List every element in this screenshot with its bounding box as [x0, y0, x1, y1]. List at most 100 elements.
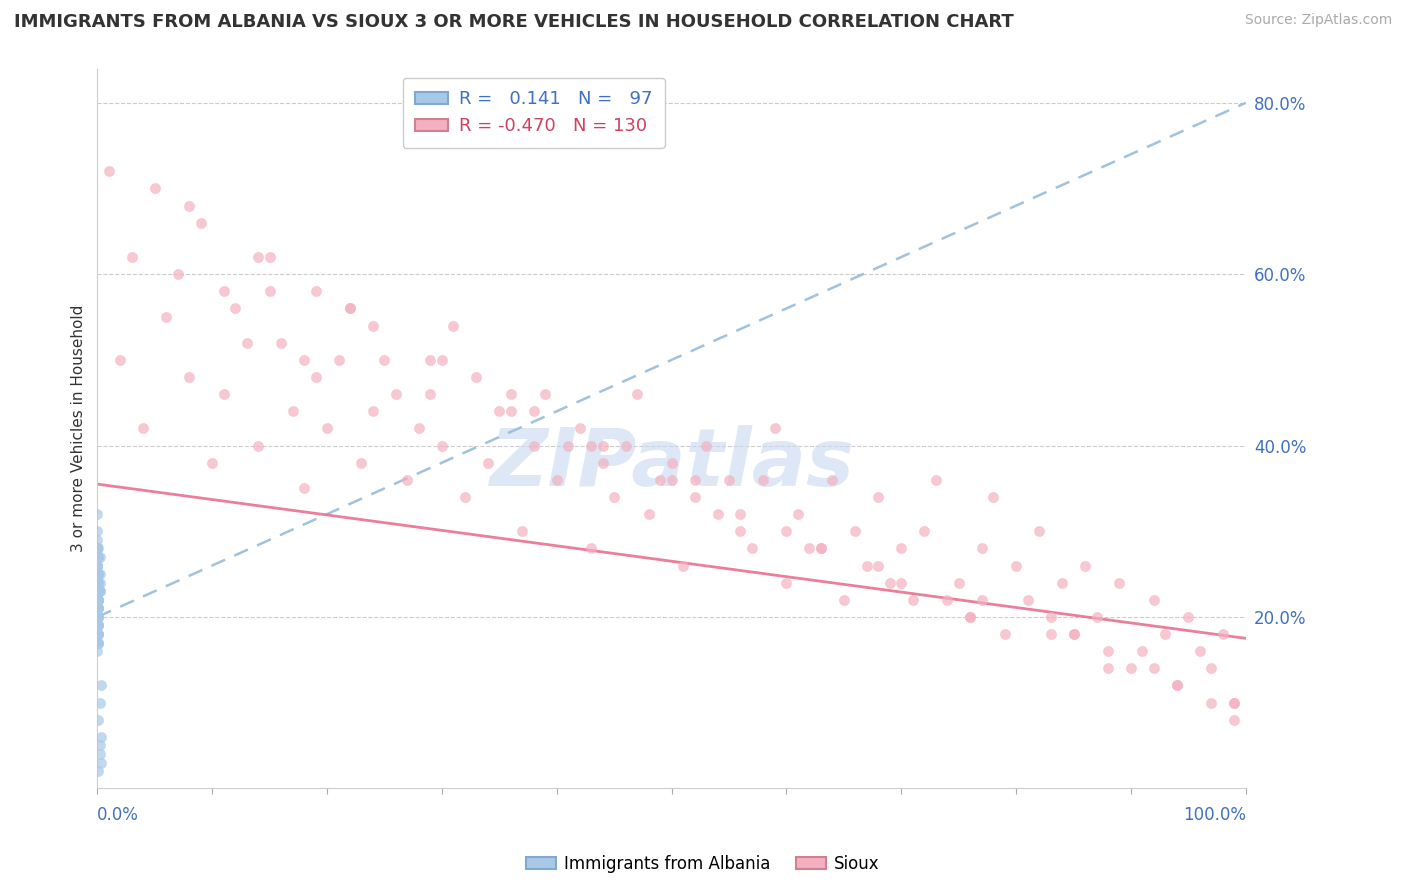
Point: [868, 558, 890, 573]
Point: [339, 301, 361, 316]
Point: [86, 541, 108, 556]
Point: [408, 421, 430, 435]
Point: [1166, 678, 1188, 692]
Point: [87, 584, 110, 599]
Point: [304, 285, 326, 299]
Point: [179, 199, 201, 213]
Point: [179, 370, 201, 384]
Point: [1097, 661, 1119, 675]
Point: [430, 352, 453, 367]
Point: [87, 618, 110, 632]
Point: [328, 352, 350, 367]
Point: [87, 635, 110, 649]
Point: [316, 421, 339, 435]
Point: [523, 404, 546, 418]
Point: [741, 541, 763, 556]
Point: [1039, 627, 1062, 641]
Point: [730, 524, 752, 539]
Point: [89, 567, 111, 582]
Point: [190, 216, 212, 230]
Text: ZIPatlas: ZIPatlas: [489, 425, 853, 503]
Point: [763, 421, 786, 435]
Point: [832, 592, 855, 607]
Point: [86, 592, 108, 607]
Point: [87, 713, 110, 727]
Point: [385, 387, 408, 401]
Point: [87, 549, 110, 564]
Point: [166, 267, 188, 281]
Point: [86, 524, 108, 539]
Point: [1017, 592, 1039, 607]
Point: [86, 601, 108, 615]
Point: [86, 584, 108, 599]
Point: [87, 584, 110, 599]
Point: [87, 610, 110, 624]
Legend: Immigrants from Albania, Sioux: Immigrants from Albania, Sioux: [519, 848, 887, 880]
Point: [212, 285, 235, 299]
Point: [1119, 661, 1142, 675]
Point: [87, 584, 110, 599]
Point: [87, 541, 110, 556]
Point: [87, 567, 110, 582]
Point: [534, 387, 557, 401]
Point: [890, 575, 912, 590]
Point: [1154, 627, 1177, 641]
Point: [86, 567, 108, 582]
Point: [419, 387, 441, 401]
Point: [247, 250, 270, 264]
Point: [87, 635, 110, 649]
Point: [775, 524, 797, 539]
Point: [292, 482, 315, 496]
Point: [799, 541, 821, 556]
Point: [912, 524, 935, 539]
Point: [87, 592, 110, 607]
Point: [579, 438, 602, 452]
Point: [87, 635, 110, 649]
Point: [87, 575, 110, 590]
Point: [1223, 713, 1246, 727]
Text: 0.0%: 0.0%: [97, 806, 139, 824]
Point: [1223, 696, 1246, 710]
Point: [936, 592, 959, 607]
Point: [86, 618, 108, 632]
Point: [592, 438, 614, 452]
Point: [86, 635, 108, 649]
Point: [132, 421, 155, 435]
Point: [86, 549, 108, 564]
Point: [87, 618, 110, 632]
Point: [1039, 610, 1062, 624]
Point: [86, 541, 108, 556]
Point: [87, 575, 110, 590]
Point: [683, 490, 706, 504]
Point: [87, 584, 110, 599]
Point: [87, 592, 110, 607]
Point: [568, 421, 591, 435]
Point: [86, 549, 108, 564]
Point: [350, 456, 373, 470]
Point: [557, 438, 579, 452]
Point: [89, 575, 111, 590]
Point: [110, 352, 132, 367]
Point: [304, 370, 326, 384]
Point: [224, 301, 246, 316]
Point: [87, 601, 110, 615]
Point: [510, 524, 533, 539]
Point: [259, 250, 281, 264]
Point: [87, 567, 110, 582]
Point: [626, 387, 648, 401]
Point: [810, 541, 832, 556]
Point: [86, 584, 108, 599]
Point: [959, 610, 981, 624]
Point: [86, 541, 108, 556]
Point: [1085, 610, 1108, 624]
Point: [86, 541, 108, 556]
Point: [90, 678, 112, 692]
Point: [373, 352, 395, 367]
Point: [683, 473, 706, 487]
Point: [1223, 696, 1246, 710]
Point: [86, 567, 108, 582]
Point: [810, 541, 832, 556]
Point: [86, 592, 108, 607]
Point: [90, 756, 112, 770]
Point: [86, 610, 108, 624]
